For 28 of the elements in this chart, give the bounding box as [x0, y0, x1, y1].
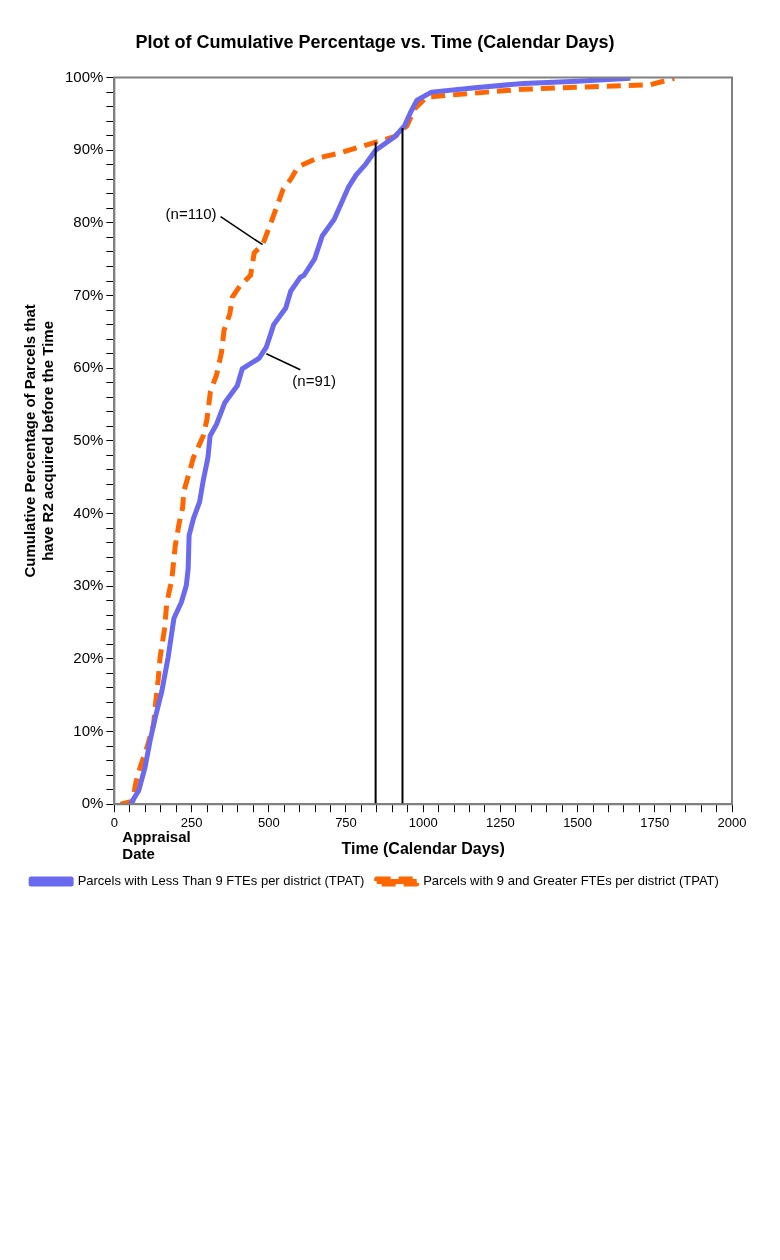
x-tick-label: 750: [335, 814, 357, 830]
y-tick-label: 50%: [73, 431, 104, 449]
x-axis-title: Time (Calendar Days): [341, 839, 505, 857]
annotation: (n=91): [292, 371, 337, 389]
text: Appraisal Date: [122, 827, 191, 862]
y-tick-label: 60%: [73, 358, 104, 376]
x-tick-label: 500: [257, 814, 280, 830]
x-tick-label: 2000: [717, 814, 747, 830]
annotation: (n=110): [165, 204, 217, 222]
y-tick-label: 80%: [73, 213, 104, 231]
y-tick-label: 20%: [73, 649, 104, 667]
y-tick-label: 0%: [81, 794, 104, 812]
y-tick-label: 70%: [73, 285, 104, 303]
y-tick-label: 10%: [73, 721, 104, 739]
y-tick-label: 90%: [73, 140, 104, 158]
y-tick-label: 30%: [73, 576, 104, 594]
y-axis-title: Cumulative Percentage of Parcels that have R2 acquired before the Time: [21, 304, 57, 578]
chart-title: Plot of Cumulative Percentage vs. Time (Calendar Days): [135, 31, 615, 52]
x-tick-label: 1000: [408, 814, 438, 830]
x-tick-label: 1750: [640, 814, 670, 830]
y-tick-label: 40%: [73, 503, 104, 521]
legend-label: Parcels with Less Than 9 FTEs per district (TPAT): [77, 873, 365, 889]
legend-label: Parcels with 9 and Greater FTEs per district (TPAT): [423, 873, 719, 889]
x-tick-label: 1500: [563, 814, 593, 830]
y-tick-label: 100%: [64, 67, 104, 85]
x-tick-label: 0: [110, 814, 118, 830]
x-tick-label: 250: [180, 814, 203, 830]
x-tick-label: 1250: [485, 814, 515, 830]
